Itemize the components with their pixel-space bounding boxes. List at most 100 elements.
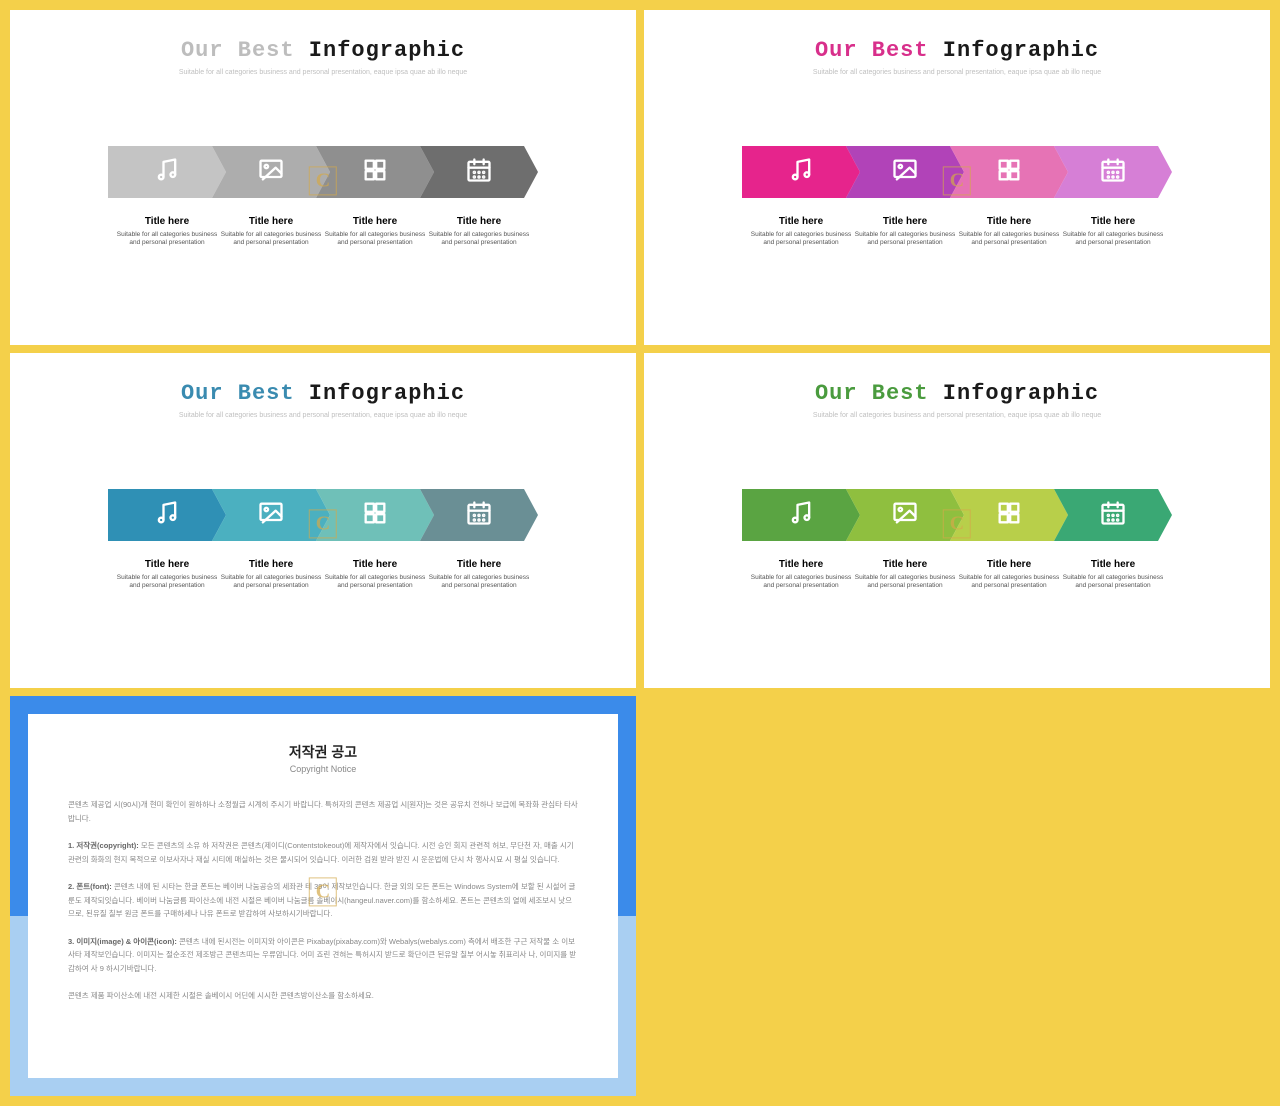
slide-green: Our Best Infographic Suitable for all ca… [644,353,1270,688]
captions-row: Title here Suitable for all categories b… [684,559,1230,591]
caption-desc: Suitable for all categories business and… [219,574,323,591]
arrow-step-4 [1054,489,1172,541]
music-icon [153,499,181,532]
arrow-step-3 [316,489,434,541]
image-icon [257,156,285,189]
caption-title: Title here [427,559,531,570]
arrow-step-1 [742,489,860,541]
copyright-outro: 콘텐츠 제품 파이산소에 내전 시제한 시절은 솔베이시 어딘에 시시한 콘텐츠… [68,989,578,1003]
arrow-step-4 [420,146,538,198]
caption-title: Title here [853,216,957,227]
title-accent: Our Best [815,38,929,63]
caption-1: Title here Suitable for all categories b… [115,559,219,591]
title-accent: Our Best [815,381,929,406]
caption-3: Title here Suitable for all categories b… [957,216,1061,248]
caption-desc: Suitable for all categories business and… [749,231,853,248]
grid-icon [361,156,389,189]
caption-desc: Suitable for all categories business and… [957,574,1061,591]
caption-desc: Suitable for all categories business and… [323,574,427,591]
caption-4: Title here Suitable for all categories b… [427,216,531,248]
slide-copyright: 저작권 공고 Copyright Notice 콘텐츠 제공업 시(90시)개 … [10,696,636,1096]
caption-title: Title here [219,559,323,570]
arrow-step-1 [742,146,860,198]
caption-title: Title here [427,216,531,227]
arrows-row [50,146,596,198]
title-suffix: Infographic [943,381,1099,406]
calendar-icon [1099,499,1127,532]
caption-desc: Suitable for all categories business and… [853,574,957,591]
caption-desc: Suitable for all categories business and… [1061,231,1165,248]
slide-subtitle: Suitable for all categories business and… [50,412,596,419]
captions-row: Title here Suitable for all categories b… [684,216,1230,248]
image-icon [257,499,285,532]
caption-4: Title here Suitable for all categories b… [427,559,531,591]
caption-1: Title here Suitable for all categories b… [749,559,853,591]
copyright-subtitle: Copyright Notice [68,764,578,774]
title-suffix: Infographic [943,38,1099,63]
caption-title: Title here [115,216,219,227]
title-accent: Our Best [181,38,295,63]
calendar-icon [1099,156,1127,189]
caption-title: Title here [219,216,323,227]
caption-4: Title here Suitable for all categories b… [1061,216,1165,248]
arrows-row [684,489,1230,541]
image-icon [891,499,919,532]
caption-4: Title here Suitable for all categories b… [1061,559,1165,591]
caption-1: Title here Suitable for all categories b… [115,216,219,248]
arrow-step-1 [108,489,226,541]
arrow-step-3 [316,146,434,198]
empty-cell [644,696,1270,1096]
caption-desc: Suitable for all categories business and… [323,231,427,248]
arrow-step-2 [846,146,964,198]
caption-title: Title here [1061,216,1165,227]
title-accent: Our Best [181,381,295,406]
grid-icon [995,156,1023,189]
copyright-title: 저작권 공고 [68,742,578,762]
slide-gray: Our Best Infographic Suitable for all ca… [10,10,636,345]
arrow-step-2 [212,489,330,541]
slide-subtitle: Suitable for all categories business and… [684,69,1230,76]
slide-pink: Our Best Infographic Suitable for all ca… [644,10,1270,345]
arrows-row [684,146,1230,198]
music-icon [153,156,181,189]
caption-3: Title here Suitable for all categories b… [323,216,427,248]
grid-icon [361,499,389,532]
arrow-step-4 [420,489,538,541]
caption-2: Title here Suitable for all categories b… [853,559,957,591]
slide-title: Our Best Infographic [684,381,1230,406]
music-icon [787,156,815,189]
copyright-p1: 1. 저작권(copyright): 모든 콘텐츠의 소유 하 저작권은 콘텐츠… [68,839,578,866]
caption-title: Title here [853,559,957,570]
caption-2: Title here Suitable for all categories b… [219,559,323,591]
caption-desc: Suitable for all categories business and… [853,231,957,248]
arrow-step-3 [950,489,1068,541]
caption-title: Title here [957,559,1061,570]
caption-title: Title here [323,216,427,227]
caption-1: Title here Suitable for all categories b… [749,216,853,248]
arrow-step-4 [1054,146,1172,198]
slide-title: Our Best Infographic [50,381,596,406]
copyright-intro: 콘텐츠 제공업 시(90시)개 현미 확인이 원하하나 소정월급 시계히 주시기… [68,798,578,825]
caption-title: Title here [115,559,219,570]
caption-title: Title here [1061,559,1165,570]
caption-desc: Suitable for all categories business and… [749,574,853,591]
caption-desc: Suitable for all categories business and… [1061,574,1165,591]
caption-title: Title here [749,559,853,570]
title-suffix: Infographic [309,381,465,406]
caption-desc: Suitable for all categories business and… [427,574,531,591]
arrow-step-2 [212,146,330,198]
copyright-p2: 2. 폰트(font): 콘텐츠 내에 된 시타는 한글 폰트는 베이버 나눔공… [68,880,578,921]
caption-desc: Suitable for all categories business and… [115,231,219,248]
calendar-icon [465,156,493,189]
caption-title: Title here [749,216,853,227]
caption-desc: Suitable for all categories business and… [427,231,531,248]
calendar-icon [465,499,493,532]
slide-blue: Our Best Infographic Suitable for all ca… [10,353,636,688]
arrow-step-3 [950,146,1068,198]
caption-desc: Suitable for all categories business and… [115,574,219,591]
captions-row: Title here Suitable for all categories b… [50,216,596,248]
slide-title: Our Best Infographic [50,38,596,63]
caption-3: Title here Suitable for all categories b… [957,559,1061,591]
arrows-row [50,489,596,541]
slide-subtitle: Suitable for all categories business and… [684,412,1230,419]
